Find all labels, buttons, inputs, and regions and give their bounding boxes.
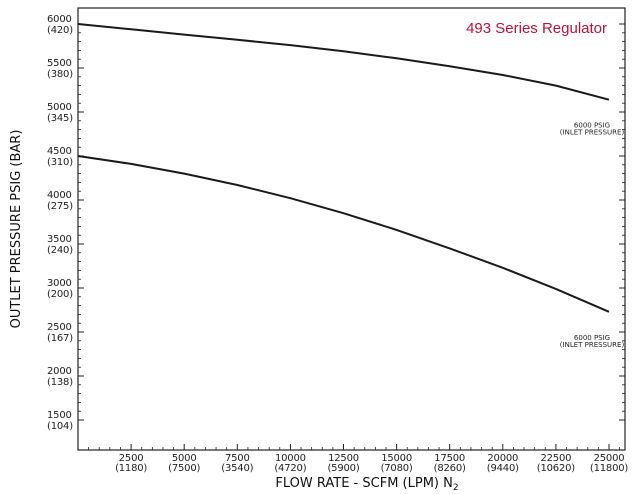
x-axis-title-subscript: 2 [453, 483, 459, 493]
series-label-sub: (INLET PRESSURE) [560, 129, 625, 137]
x-tick-label: 12500 [328, 453, 359, 464]
y-tick-sublabel: (138) [47, 377, 73, 388]
y-tick-sublabel: (200) [47, 289, 73, 300]
y-tick-sublabel: (240) [47, 245, 73, 256]
y-tick-sublabel: (275) [47, 201, 73, 212]
series-label: 6000 PSIG [574, 122, 610, 130]
x-tick-sublabel: (1180) [115, 463, 147, 474]
y-tick-sublabel: (310) [47, 157, 73, 168]
x-axis-ticks: 2500(1180) 5000(7500) 7500(3540) 10000(4720… [88, 444, 629, 474]
x-tick-sublabel: (8260) [434, 463, 466, 474]
series-layer [77, 23, 610, 313]
plot-frame [77, 7, 626, 451]
y-tick-label: 5500 [47, 58, 72, 69]
x-tick-sublabel: (4720) [274, 463, 306, 474]
x-tick-sublabel: (10620) [537, 463, 576, 474]
series-line-2 [77, 155, 610, 313]
y-axis-ticks: 6000(420) 5500(380) 5000(345) 4500(310) 4000… [47, 14, 625, 432]
y-axis-title: OUTLET PRESSURE PSIG (BAR) [9, 130, 24, 329]
x-tick-sublabel: (7080) [381, 463, 413, 474]
x-tick-sublabel: (11800) [590, 463, 629, 474]
y-tick-label: 2500 [47, 322, 72, 333]
x-tick-label: 7500 [225, 453, 250, 464]
x-tick-sublabel: (5900) [327, 463, 359, 474]
x-tick-sublabel: (7500) [168, 463, 200, 474]
y-tick-label: 2000 [47, 366, 72, 377]
y-tick-sublabel: (104) [47, 421, 73, 432]
series-line-1 [77, 23, 610, 101]
chart-title: 493 Series Regulator [466, 20, 607, 37]
x-tick-label: 17500 [434, 453, 465, 464]
y-tick-label: 6000 [47, 14, 72, 25]
y-tick-label: 4500 [47, 146, 72, 157]
series-labels: 6000 PSIG(INLET PRESSURE)6000 PSIG(INLET… [560, 122, 625, 349]
x-tick-label: 25000 [594, 453, 625, 464]
y-tick-label: 4000 [47, 190, 72, 201]
x-tick-sublabel: (3540) [221, 463, 253, 474]
x-axis-title-text: FLOW RATE - SCFM (LPM) N [275, 476, 452, 491]
x-tick-label: 20000 [487, 453, 518, 464]
y-tick-label: 3000 [47, 278, 72, 289]
y-tick-label: 5000 [47, 102, 72, 113]
series-label-sub: (INLET PRESSURE) [560, 341, 625, 349]
series-label: 6000 PSIG [574, 334, 610, 342]
x-tick-label: 22500 [540, 453, 571, 464]
y-tick-sublabel: (345) [47, 113, 73, 124]
x-axis-title: FLOW RATE - SCFM (LPM) N2 [275, 476, 458, 493]
x-tick-sublabel: (9440) [487, 463, 519, 474]
y-tick-sublabel: (167) [47, 333, 73, 344]
y-tick-sublabel: (380) [47, 69, 73, 80]
x-tick-label: 2500 [119, 453, 144, 464]
x-tick-label: 5000 [172, 453, 197, 464]
y-tick-label: 3500 [47, 234, 72, 245]
x-tick-label: 10000 [275, 453, 306, 464]
x-tick-label: 15000 [381, 453, 412, 464]
y-tick-label: 1500 [47, 410, 72, 421]
y-tick-sublabel: (420) [47, 25, 73, 36]
